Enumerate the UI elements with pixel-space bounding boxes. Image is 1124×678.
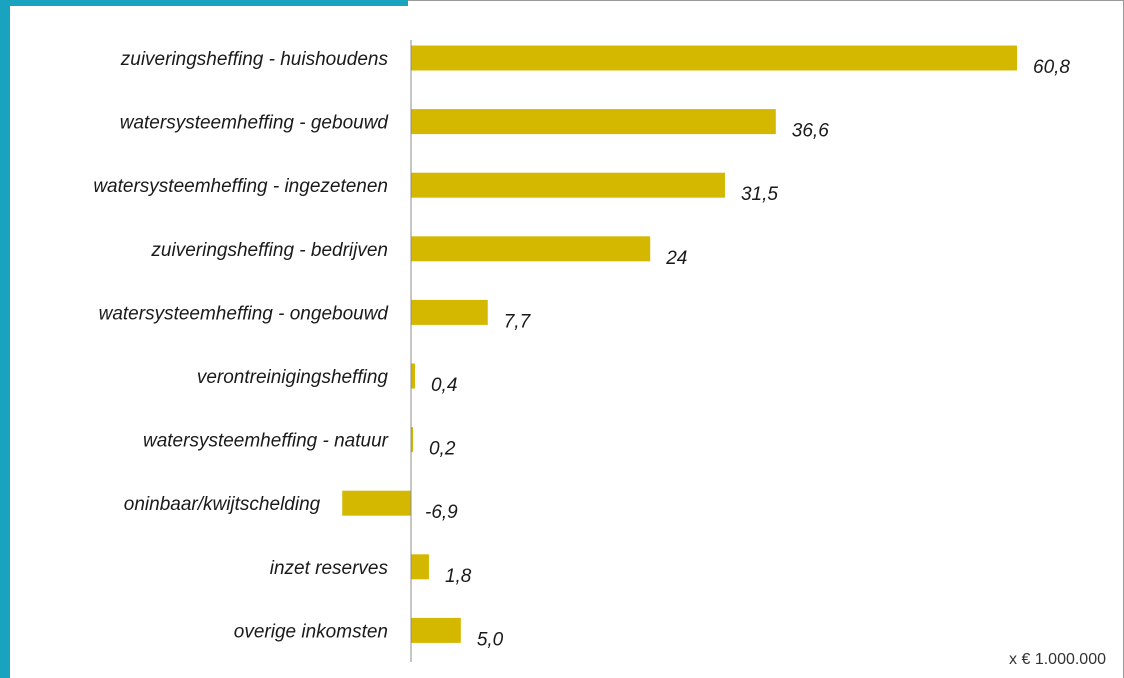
category-label-5: watersysteemheffing - ongebouwd (99, 303, 390, 324)
accent-bar-top (0, 0, 408, 6)
category-label-4: zuiveringsheffing - bedrijven (150, 240, 388, 261)
bar-3 (411, 172, 725, 198)
category-label-1: zuiveringsheffing - huishoudens (120, 49, 389, 70)
category-label-6: verontreinigingsheffing (197, 367, 389, 388)
data-label-9: 1,8 (445, 566, 472, 587)
bar-9 (411, 554, 429, 580)
data-label-2: 36,6 (792, 121, 829, 142)
data-label-3: 31,5 (741, 184, 778, 205)
category-label-8: oninbaar/kwijtschelding (124, 494, 321, 515)
data-label-6: 0,4 (431, 375, 457, 396)
bar-10 (411, 617, 461, 643)
bar-2 (411, 109, 776, 135)
category-label-2: watersysteemheffing - gebouwd (120, 113, 390, 134)
category-label-3: watersysteemheffing - ingezetenen (93, 176, 388, 197)
data-label-7: 0,2 (429, 439, 456, 460)
bar-5 (411, 299, 488, 325)
frame-border-top (408, 0, 1124, 1)
data-label-4: 24 (665, 248, 687, 269)
data-label-5: 7,7 (504, 311, 532, 332)
category-label-7: watersysteemheffing - natuur (143, 431, 389, 452)
category-label-9: inzet reserves (270, 558, 389, 579)
unit-note: x € 1.000.000 (1009, 651, 1106, 668)
category-label-10: overige inkomsten (234, 621, 388, 642)
accent-bar-left (0, 0, 10, 678)
data-label-8: -6,9 (425, 502, 458, 523)
bar-8 (342, 490, 411, 516)
data-label-1: 60,8 (1033, 57, 1070, 78)
bar-7 (411, 427, 413, 453)
bar-6 (411, 363, 415, 389)
bar-1 (411, 45, 1017, 71)
data-label-10: 5,0 (477, 629, 504, 650)
bar-4 (411, 236, 651, 262)
